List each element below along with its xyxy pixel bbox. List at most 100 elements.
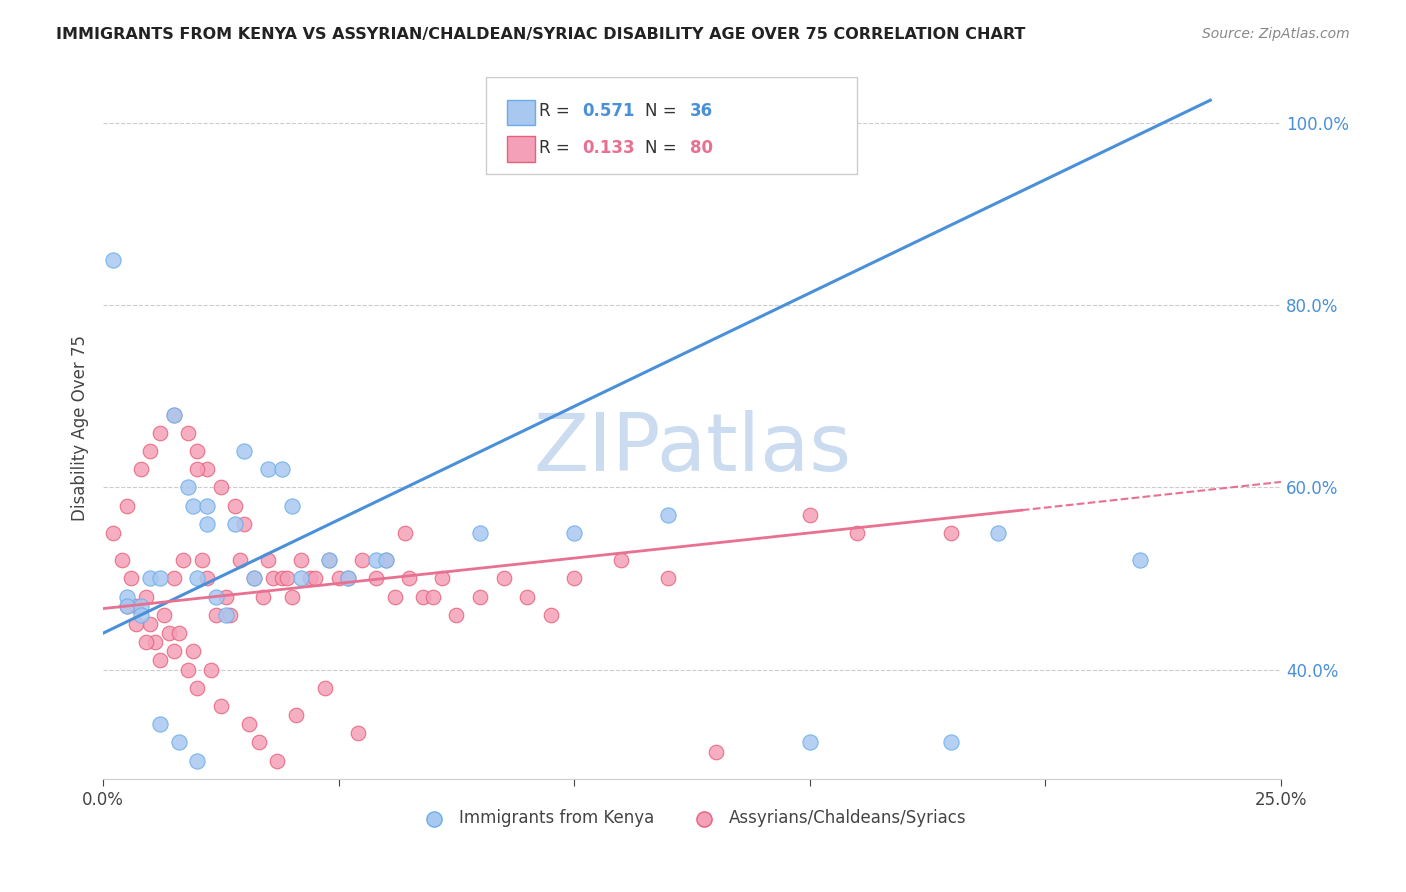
Point (120, 572, 142, 586)
Point (657, 572, 679, 586)
Point (328, 572, 350, 586)
Point (352, 553, 374, 567)
Point (135, 590, 157, 604)
Point (492, 572, 515, 586)
Point (366, 553, 388, 567)
Text: IMMIGRANTS FROM KENYA VS ASSYRIAN/CHALDEAN/SYRIAC DISABILITY AGE OVER 75 CORRELA: IMMIGRANTS FROM KENYA VS ASSYRIAN/CHALDE… (56, 27, 1025, 42)
Point (143, 635, 166, 649)
Point (276, 572, 298, 586)
Point (149, 653, 172, 667)
Point (247, 735, 270, 749)
Point (384, 590, 406, 604)
Point (163, 572, 186, 586)
Point (181, 499, 204, 513)
Point (374, 553, 396, 567)
Point (314, 681, 336, 695)
FancyBboxPatch shape (486, 78, 856, 174)
Point (219, 607, 242, 622)
Point (163, 408, 186, 422)
Point (229, 553, 252, 567)
Point (224, 499, 246, 513)
Point (799, 508, 821, 522)
Point (299, 572, 322, 586)
Point (280, 590, 302, 604)
Point (280, 499, 302, 513)
Text: 0.133: 0.133 (582, 138, 636, 157)
Point (257, 553, 280, 567)
Point (205, 590, 228, 604)
Point (271, 462, 294, 476)
Point (346, 726, 368, 740)
Point (101, 252, 124, 267)
Point (186, 462, 208, 476)
Text: 0.571: 0.571 (582, 102, 636, 120)
Point (157, 626, 180, 640)
Point (167, 735, 190, 749)
Point (290, 553, 312, 567)
Point (1129, 553, 1152, 567)
Point (205, 607, 228, 622)
Point (163, 408, 186, 422)
Point (101, 525, 124, 540)
Point (233, 516, 256, 531)
Point (941, 525, 963, 540)
Point (186, 444, 208, 458)
Point (224, 516, 246, 531)
Point (422, 590, 444, 604)
Point (271, 572, 294, 586)
Point (186, 681, 208, 695)
Point (195, 499, 218, 513)
Point (209, 480, 232, 494)
Text: R =: R = (538, 102, 575, 120)
Point (987, 525, 1010, 540)
Point (845, 525, 868, 540)
Point (129, 462, 152, 476)
Text: 36: 36 (690, 102, 713, 120)
Point (337, 572, 360, 586)
Point (125, 599, 148, 613)
Point (167, 626, 190, 640)
Point (139, 444, 162, 458)
Point (304, 572, 326, 586)
Point (318, 553, 340, 567)
Point (238, 717, 260, 731)
Point (657, 508, 679, 522)
Point (374, 553, 396, 567)
FancyBboxPatch shape (508, 100, 536, 125)
Point (516, 590, 538, 604)
Point (562, 572, 585, 586)
Point (412, 590, 434, 604)
Point (195, 572, 218, 586)
Point (177, 480, 200, 494)
Point (285, 708, 308, 723)
Point (163, 644, 186, 658)
Point (243, 572, 266, 586)
Point (394, 525, 416, 540)
Point (337, 572, 360, 586)
Point (318, 553, 340, 567)
Point (195, 462, 218, 476)
Point (125, 617, 148, 632)
Point (115, 590, 138, 604)
Point (468, 525, 491, 540)
Text: 80: 80 (690, 138, 713, 157)
Point (366, 572, 388, 586)
Point (149, 717, 172, 731)
Point (186, 572, 208, 586)
Text: N =: N = (645, 102, 682, 120)
Point (135, 635, 157, 649)
Point (149, 572, 172, 586)
Point (233, 444, 256, 458)
Point (115, 499, 138, 513)
Legend: Immigrants from Kenya, Assyrians/Chaldeans/Syriacs: Immigrants from Kenya, Assyrians/Chaldea… (411, 803, 973, 834)
Point (200, 663, 222, 677)
Text: N =: N = (645, 138, 682, 157)
Text: R =: R = (538, 138, 575, 157)
Point (941, 735, 963, 749)
Point (186, 754, 208, 768)
Point (209, 699, 232, 714)
Point (139, 572, 162, 586)
Point (290, 572, 312, 586)
Y-axis label: Disability Age Over 75: Disability Age Over 75 (72, 335, 89, 521)
Point (181, 644, 204, 658)
